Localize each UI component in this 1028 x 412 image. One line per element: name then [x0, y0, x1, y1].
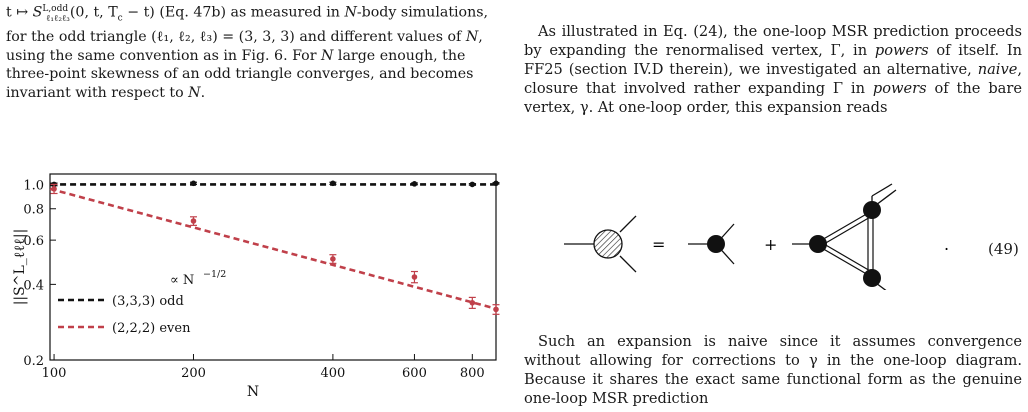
- skewness-chart: 100 200 400 600 800 0.2 0.4 0.6 0.8 1.0 N ||S^L_ℓℓ…: [12, 173, 500, 400]
- plus-sign: +: [764, 235, 777, 254]
- y-tick-label: 1.0: [23, 178, 44, 193]
- renormalised-vertex-icon: [564, 215, 637, 273]
- fit-line-1: [49, 187, 497, 310]
- x-tick-label: 600: [402, 366, 427, 381]
- equation-period: .: [944, 235, 949, 254]
- data-point: [493, 306, 499, 313]
- bare-vertex-icon: [688, 223, 735, 265]
- data-point: [469, 181, 476, 188]
- legend-label: (3,3,3) odd: [112, 294, 184, 309]
- x-tick-label: 200: [181, 366, 206, 381]
- y-tick-label: 0.2: [23, 354, 44, 369]
- data-point: [493, 180, 499, 187]
- scaling-annotation: ∝ N: [170, 273, 194, 288]
- one-loop-triangle-icon: [792, 183, 897, 290]
- y-tick-label: 0.4: [23, 278, 44, 293]
- x-axis-label: N: [247, 384, 259, 400]
- data-point: [190, 218, 197, 224]
- legend-label: (2,2,2) even: [112, 321, 191, 336]
- paragraph-2: Such an expansion is naive since it assu…: [524, 333, 1022, 407]
- equals-sign: =: [652, 235, 665, 254]
- x-tick-label: 800: [460, 366, 485, 381]
- x-tick-label: 400: [320, 366, 345, 381]
- data-point: [411, 181, 418, 187]
- equation-number: (49): [988, 240, 1019, 258]
- y-tick-label: 0.8: [23, 203, 44, 218]
- y-tick-label: 0.6: [23, 234, 44, 249]
- diagram-equation: = + .: [564, 183, 949, 290]
- data-point: [190, 180, 197, 187]
- plot-frame: [49, 173, 497, 361]
- scaling-annotation-exponent: −1/2: [203, 269, 226, 280]
- figure-caption: t ↦ SL,oddℓ₁ℓ₂ℓ₃(0, t, Tc − t) (Eq. 47b)…: [6, 4, 489, 101]
- paragraph-1: As illustrated in Eq. (24), the one-loop…: [524, 23, 1022, 116]
- data-point: [469, 299, 476, 306]
- y-axis-label: ||S^L_ℓℓℓ||: [12, 229, 28, 306]
- data-point: [330, 180, 336, 187]
- data-point: [51, 186, 57, 192]
- data-point: [411, 274, 418, 280]
- data-point: [330, 256, 336, 262]
- x-tick-label: 100: [42, 366, 67, 381]
